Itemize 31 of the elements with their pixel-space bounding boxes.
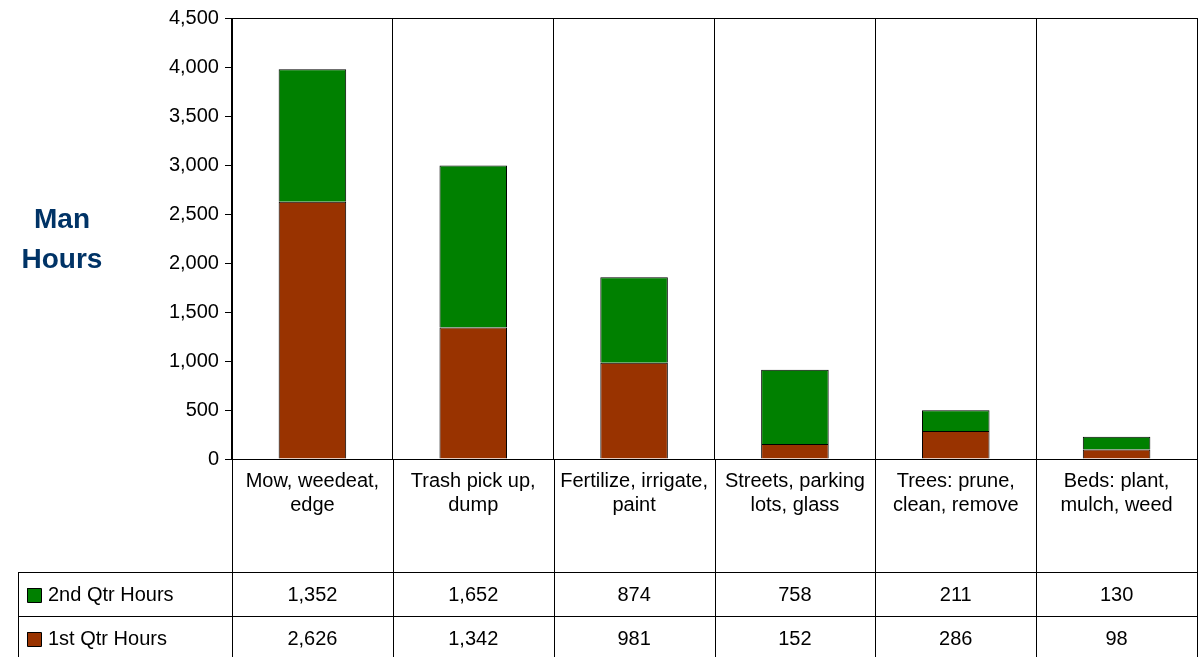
x-tick-label: Fertilize, irrigate, paint — [560, 468, 708, 515]
data-label: 2,626 — [287, 626, 338, 649]
data-label: 211 — [939, 582, 972, 605]
y-tick-label: 1,500 — [168, 299, 219, 322]
y-tick-label: 4,000 — [168, 54, 219, 77]
x-tick-label: Streets, parking lots, glass — [724, 468, 865, 515]
legend-label: 1st Qtr Hours — [48, 626, 167, 649]
x-tick-label: Beds: plant, mulch, weed — [1060, 468, 1173, 515]
y-axis-title: Man Hours — [21, 202, 103, 274]
data-label: 1,652 — [448, 582, 499, 605]
y-tick-label: 3,000 — [168, 152, 219, 175]
data-label: 286 — [939, 626, 973, 649]
data-label: 1,352 — [287, 582, 338, 605]
x-tick-label: Trees: prune, clean, remove — [892, 468, 1019, 515]
x-tick-label: Mow, weedeat, edge — [245, 468, 380, 515]
legend-label: 2nd Qtr Hours — [48, 582, 174, 605]
data-label: 1,342 — [448, 626, 499, 649]
data-label: 98 — [1105, 626, 1128, 649]
y-tick-label: 0 — [207, 446, 219, 469]
y-tick-label: 500 — [185, 397, 219, 420]
data-label: 874 — [617, 582, 651, 605]
data-label: 981 — [617, 626, 651, 649]
data-label: 758 — [778, 582, 812, 605]
x-tick-label: Trash pick up, dump — [410, 468, 536, 515]
y-tick-label: 2,000 — [168, 250, 219, 273]
y-tick-label: 2,500 — [168, 201, 219, 224]
y-tick-label: 3,500 — [168, 103, 219, 126]
y-tick-label: 4,500 — [168, 5, 219, 28]
y-tick-label: 1,000 — [168, 348, 219, 371]
data-label: 152 — [778, 626, 812, 649]
data-label: 130 — [1099, 582, 1134, 605]
